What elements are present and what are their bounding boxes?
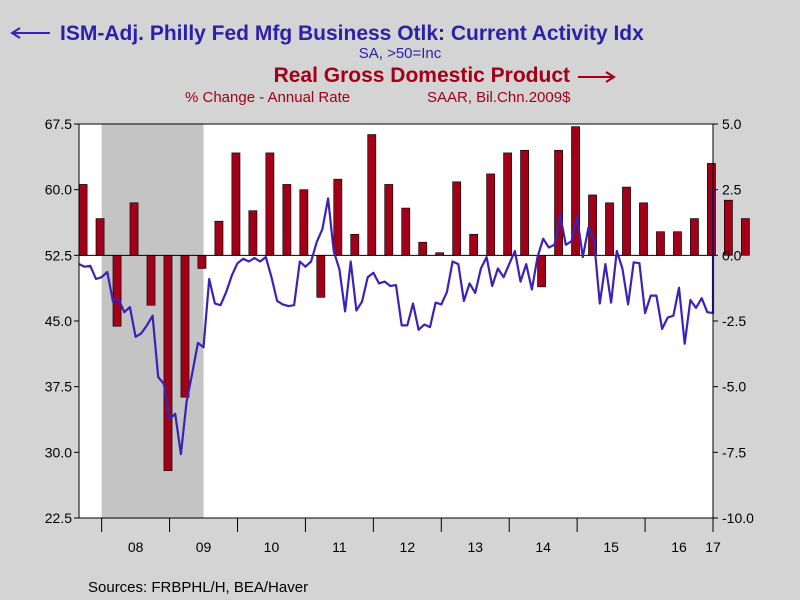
gdp-bar	[537, 255, 546, 288]
x-tick-label: 16	[671, 539, 687, 555]
gdp-bar	[690, 218, 699, 256]
left-tick-label: 37.5	[45, 379, 72, 395]
gdp-bar	[129, 202, 139, 256]
gdp-bar	[673, 231, 682, 256]
gdp-bar	[299, 189, 309, 256]
gdp-bar	[112, 255, 122, 327]
right-tick-label: 0.0	[722, 247, 742, 263]
x-tick-label: 11	[332, 539, 347, 555]
gdp-bar	[95, 218, 105, 256]
gdp-bar	[639, 202, 648, 256]
gdp-bar	[469, 234, 479, 256]
x-tick-label: 13	[467, 539, 483, 555]
gdp-bar	[78, 184, 88, 256]
gdp-bar	[384, 184, 394, 256]
gdp-bar	[520, 149, 529, 256]
gdp-bar	[333, 178, 343, 256]
left-tick-label: 45.0	[45, 313, 72, 329]
left-tick-label: 52.5	[45, 247, 72, 263]
x-tick-label: 08	[128, 539, 144, 555]
philly-fed-line	[78, 186, 715, 456]
gdp-bars	[78, 126, 750, 472]
gdp-bar	[197, 255, 207, 269]
gdp-bar	[282, 184, 292, 256]
right-tick-label: -5.0	[722, 379, 746, 395]
line-series-legend-arrowhead	[10, 27, 21, 39]
subtitle-line2-left: % Change - Annual Rate	[185, 89, 350, 106]
gdp-bar	[265, 152, 275, 256]
right-tick-label: -2.5	[722, 313, 746, 329]
gdp-bar	[367, 134, 377, 256]
gdp-bar	[248, 210, 258, 256]
title-line2: Real Gross Domestic Product	[274, 64, 570, 87]
x-tick-label: 17	[705, 539, 721, 555]
x-tick-label: 15	[603, 539, 619, 555]
x-tick-label: 14	[535, 539, 551, 555]
gdp-bar	[503, 152, 513, 256]
right-tick-label: 2.5	[722, 182, 742, 198]
gdp-bar	[214, 220, 224, 256]
subtitle-line2-right: SAAR, Bil.Chn.2009$	[427, 89, 571, 106]
right-tick-label: -10.0	[722, 510, 754, 526]
x-tick-label: 09	[196, 539, 212, 555]
source-note: Sources: FRBPHL/H, BEA/Haver	[88, 579, 308, 596]
x-tick-label: 10	[264, 539, 280, 555]
right-tick-label: 5.0	[722, 116, 742, 132]
left-tick-label: 30.0	[45, 444, 72, 460]
gdp-bar	[163, 255, 173, 472]
bar-series-legend-arrowhead	[605, 71, 616, 83]
gdp-bar	[350, 234, 360, 256]
gdp-bar	[741, 218, 750, 256]
title-line1: ISM-Adj. Philly Fed Mfg Business Otlk: C…	[60, 22, 644, 45]
gdp-bar	[401, 207, 411, 256]
gdp-bar	[452, 181, 462, 256]
left-tick-label: 22.5	[45, 510, 72, 526]
gdp-bar	[231, 152, 241, 256]
left-tick-label: 67.5	[45, 116, 72, 132]
gdp-bar	[180, 255, 190, 398]
gdp-bar	[707, 163, 716, 256]
gdp-bar	[418, 241, 428, 256]
gdp-bar	[724, 199, 733, 256]
gdp-bar	[316, 255, 326, 298]
gdp-bar	[656, 231, 665, 256]
x-tick-label: 12	[400, 539, 416, 555]
gdp-bar	[622, 186, 631, 256]
left-tick-label: 60.0	[45, 182, 72, 198]
gdp-bar	[605, 202, 614, 256]
right-tick-label: -7.5	[722, 444, 746, 460]
subtitle-line1: SA, >50=Inc	[359, 45, 442, 62]
gdp-bar	[146, 255, 156, 306]
gdp-bar	[486, 173, 496, 256]
axes: 67.5 60.0 52.5 45.0 37.5 30.0 22.5 5.0 2.5 0.0 -2.…	[45, 116, 754, 555]
